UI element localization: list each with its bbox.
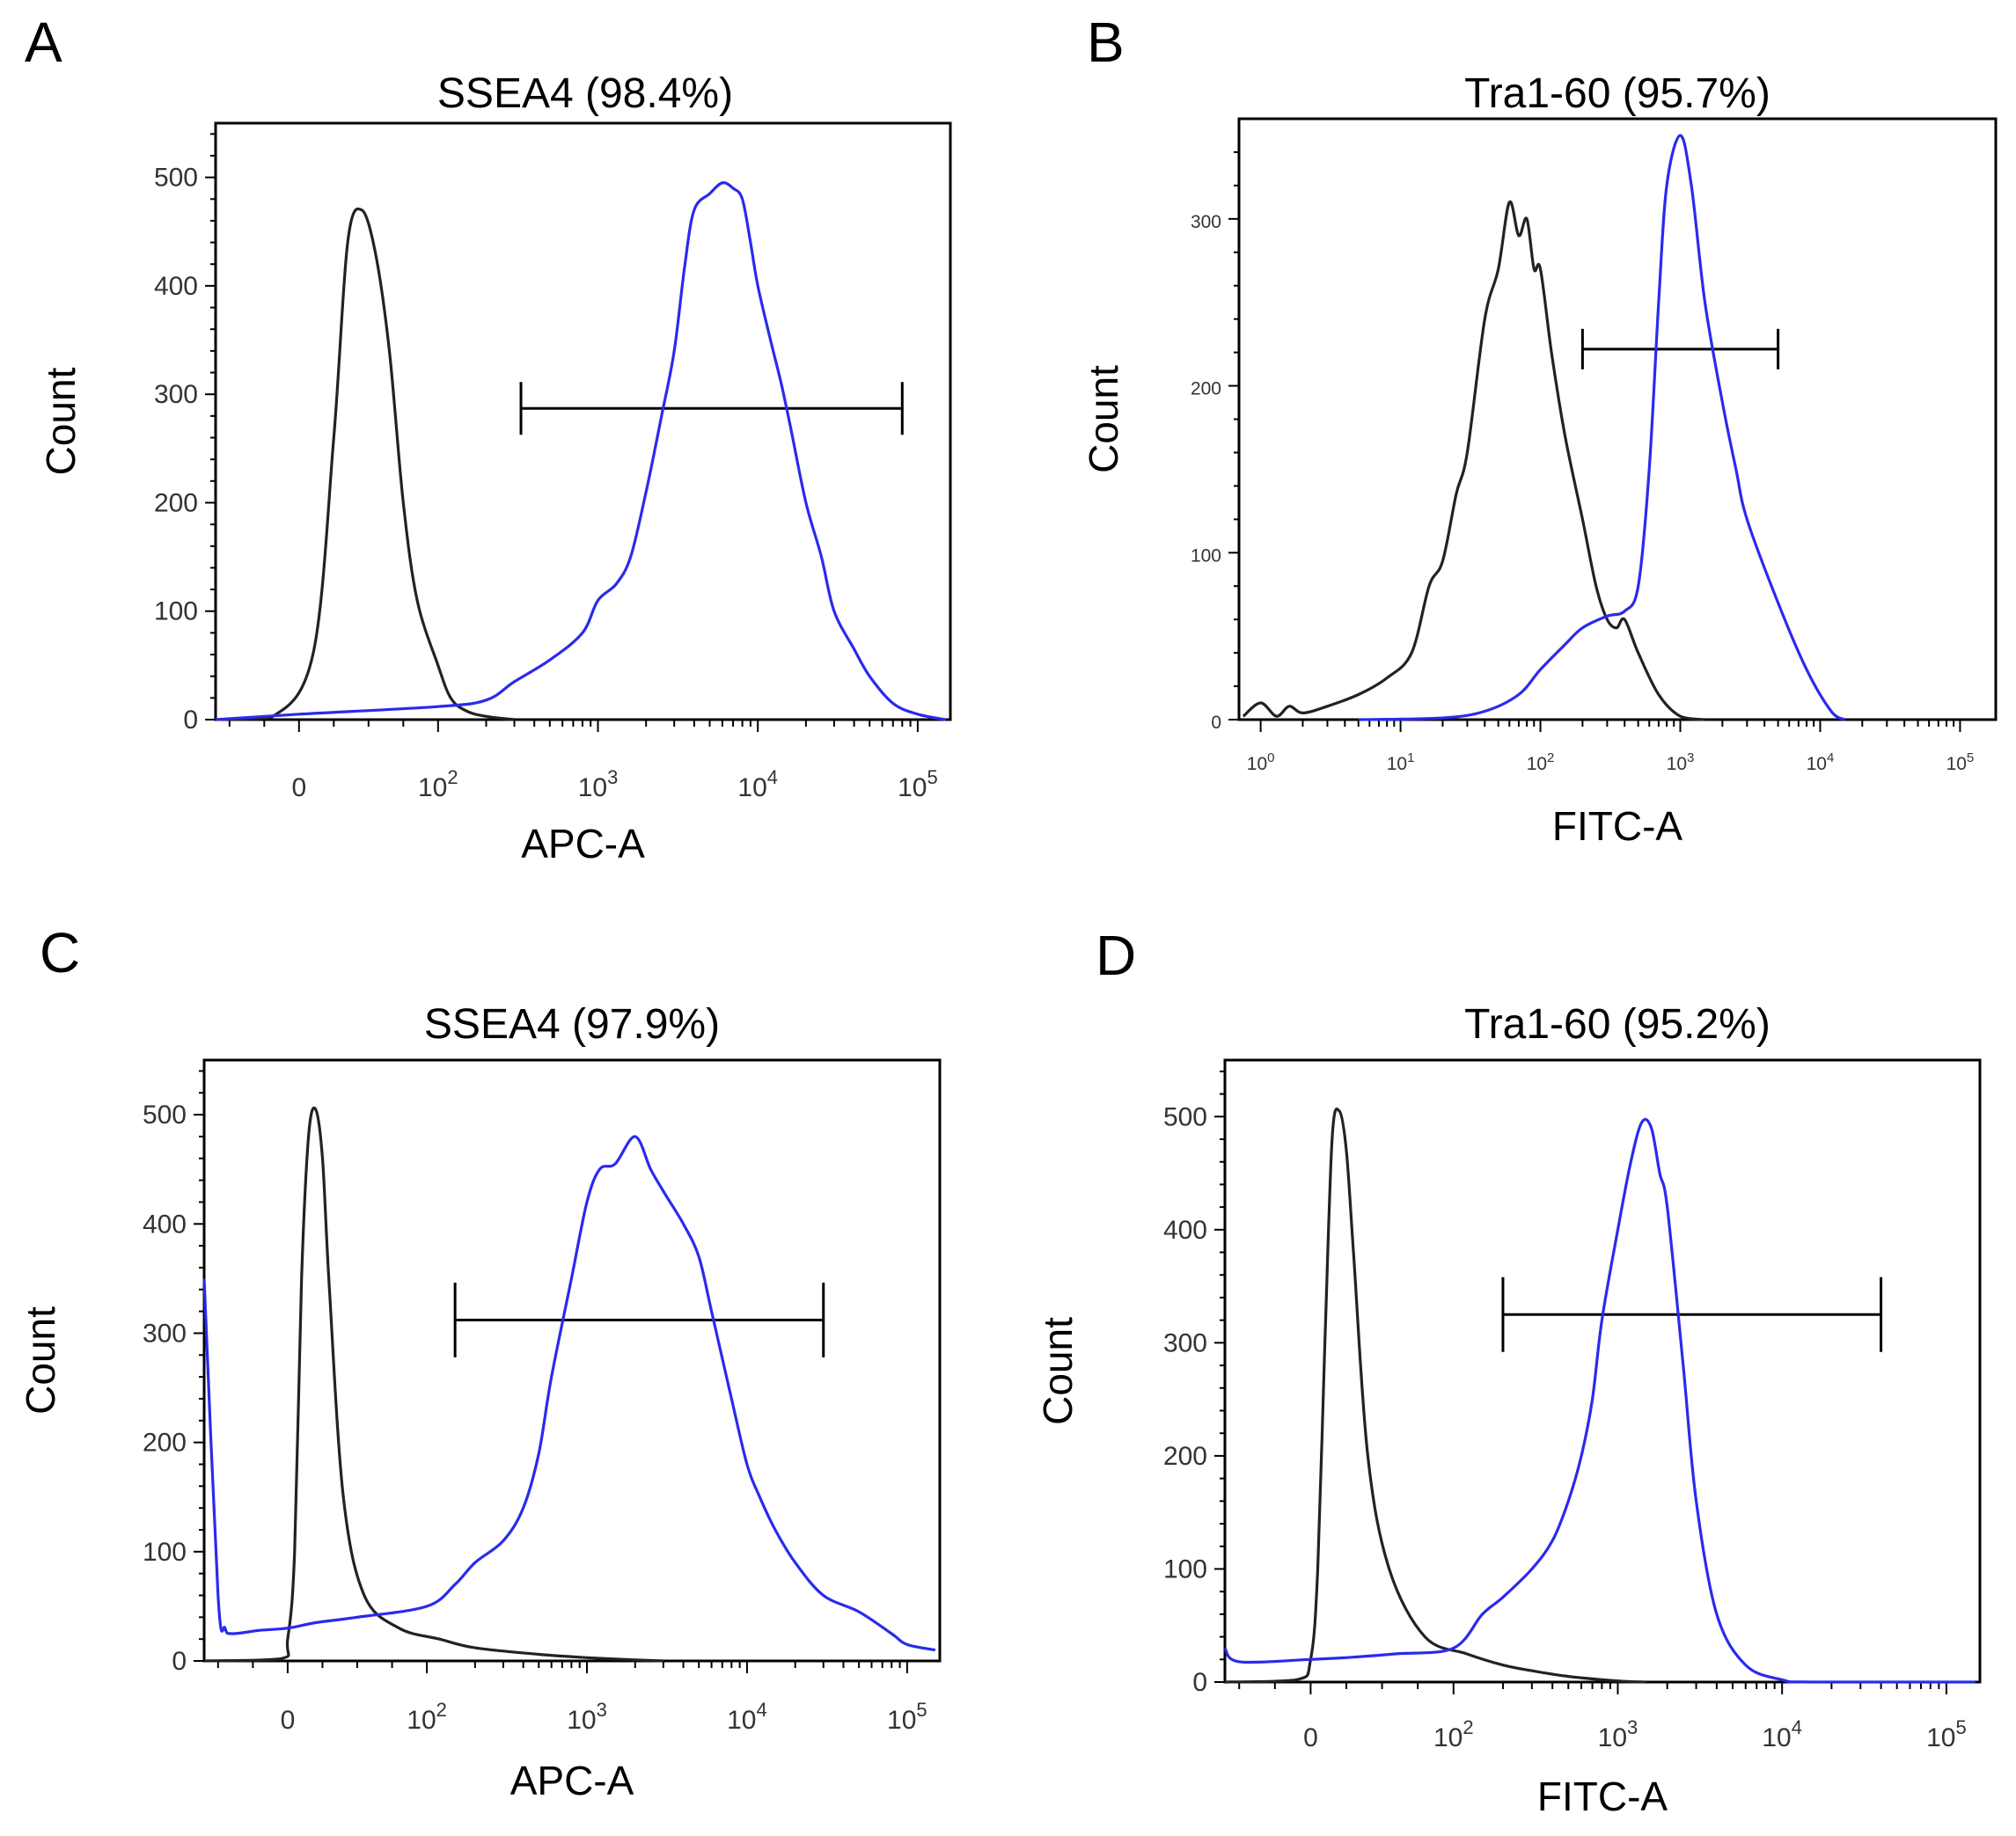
- y-tick-label: 0: [172, 1647, 187, 1676]
- y-axis-label: Count: [1035, 1317, 1081, 1425]
- x-tick-label: 105: [898, 766, 938, 802]
- y-tick-label: 300: [154, 380, 198, 409]
- y-axis-label: Count: [18, 1306, 63, 1415]
- panel-d: D Tra1-60 (95.2%) Count FITC-A 0 100 200 300 40…: [1035, 924, 1982, 1819]
- plot-frame: [202, 1058, 942, 1663]
- y-tick-label: 300: [1163, 1328, 1207, 1357]
- y-tick-label: 200: [143, 1429, 187, 1458]
- chart-title: SSEA4 (97.9%): [424, 1001, 720, 1048]
- gate-marker: [1580, 328, 1780, 369]
- y-tick-label: 400: [154, 272, 198, 301]
- x-tick-label: 103: [567, 1699, 607, 1735]
- y-tick-label: 400: [143, 1210, 187, 1239]
- x-tick-label: 101: [1387, 750, 1415, 774]
- stained-histogram: [1223, 1117, 1976, 1684]
- isotype-histogram: [1242, 200, 1705, 721]
- plot-frame: [1237, 117, 1998, 721]
- gate-marker: [519, 382, 904, 435]
- panel-a: A SSEA4 (98.4%) Count APC-A 0 100 200 300 400 50…: [25, 11, 952, 867]
- x-tick-label: 100: [1247, 750, 1275, 774]
- stained-histogram: [1358, 134, 1846, 721]
- y-axis-label: Count: [1081, 365, 1126, 473]
- y-tick-label: 0: [1192, 1668, 1207, 1697]
- y-tick-label: 200: [1163, 1442, 1207, 1471]
- y-tick-label: 0: [183, 706, 198, 735]
- x-tick-label: 0: [291, 773, 306, 802]
- x-tick-label: 104: [737, 766, 778, 802]
- x-tick-label: 0: [1303, 1723, 1318, 1752]
- x-tick-label: 104: [1807, 750, 1835, 774]
- x-tick-label: 103: [1598, 1716, 1638, 1752]
- gate-marker: [453, 1283, 825, 1358]
- x-axis-label: FITC-A: [1552, 803, 1683, 849]
- x-axis-label: APC-A: [521, 821, 645, 867]
- y-tick-label: 100: [1191, 545, 1221, 566]
- y-tick-label: 200: [154, 488, 198, 517]
- x-tick-label: 105: [1926, 1716, 1967, 1752]
- x-axis-label: FITC-A: [1537, 1774, 1668, 1819]
- panel-letter: C: [40, 921, 80, 984]
- y-tick-label: 100: [154, 597, 198, 626]
- y-tick-label: 300: [143, 1319, 187, 1348]
- y-tick-label: 500: [154, 164, 198, 193]
- x-tick-label: 103: [578, 766, 619, 802]
- x-tick-label: 104: [727, 1699, 767, 1735]
- panel-b: B Tra1-60 (95.7%) Count FITC-A 0 100 200 300 10…: [1081, 11, 1998, 849]
- plot-frame: [1223, 1058, 1982, 1684]
- y-tick-label: 100: [143, 1538, 187, 1567]
- gate-marker: [1501, 1276, 1883, 1352]
- x-tick-label: 0: [281, 1706, 296, 1735]
- y-tick-label: 400: [1163, 1216, 1207, 1245]
- chart-title: SSEA4 (98.4%): [437, 70, 733, 117]
- y-tick-label: 200: [1191, 379, 1221, 399]
- isotype-histogram: [215, 207, 515, 721]
- panel-c: C SSEA4 (97.9%) Count APC-A 0 100 200 300 400 50…: [18, 921, 942, 1803]
- stained-histogram: [215, 181, 947, 721]
- x-tick-label: 102: [1527, 750, 1555, 774]
- x-tick-label: 104: [1762, 1716, 1802, 1752]
- isotype-histogram: [1224, 1107, 1647, 1684]
- x-axis-label: APC-A: [510, 1758, 634, 1803]
- y-tick-label: 100: [1163, 1554, 1207, 1584]
- y-tick-label: 300: [1191, 212, 1221, 232]
- x-tick-label: 105: [1946, 750, 1975, 774]
- panel-letter: D: [1096, 924, 1136, 987]
- panel-letter: A: [25, 11, 62, 74]
- x-tick-label: 102: [418, 766, 458, 802]
- x-tick-label: 105: [887, 1699, 927, 1735]
- panel-letter: B: [1087, 11, 1125, 74]
- chart-title: Tra1-60 (95.2%): [1464, 1001, 1770, 1048]
- y-axis-label: Count: [38, 367, 84, 475]
- x-tick-label: 102: [1433, 1716, 1474, 1752]
- y-tick-label: 500: [143, 1101, 187, 1130]
- chart-title: Tra1-60 (95.7%): [1464, 70, 1770, 117]
- y-tick-label: 0: [1211, 713, 1221, 733]
- x-tick-label: 102: [407, 1699, 447, 1735]
- x-tick-label: 103: [1667, 750, 1695, 774]
- y-tick-label: 500: [1163, 1102, 1207, 1131]
- stained-histogram: [202, 1135, 936, 1652]
- isotype-histogram: [203, 1106, 663, 1663]
